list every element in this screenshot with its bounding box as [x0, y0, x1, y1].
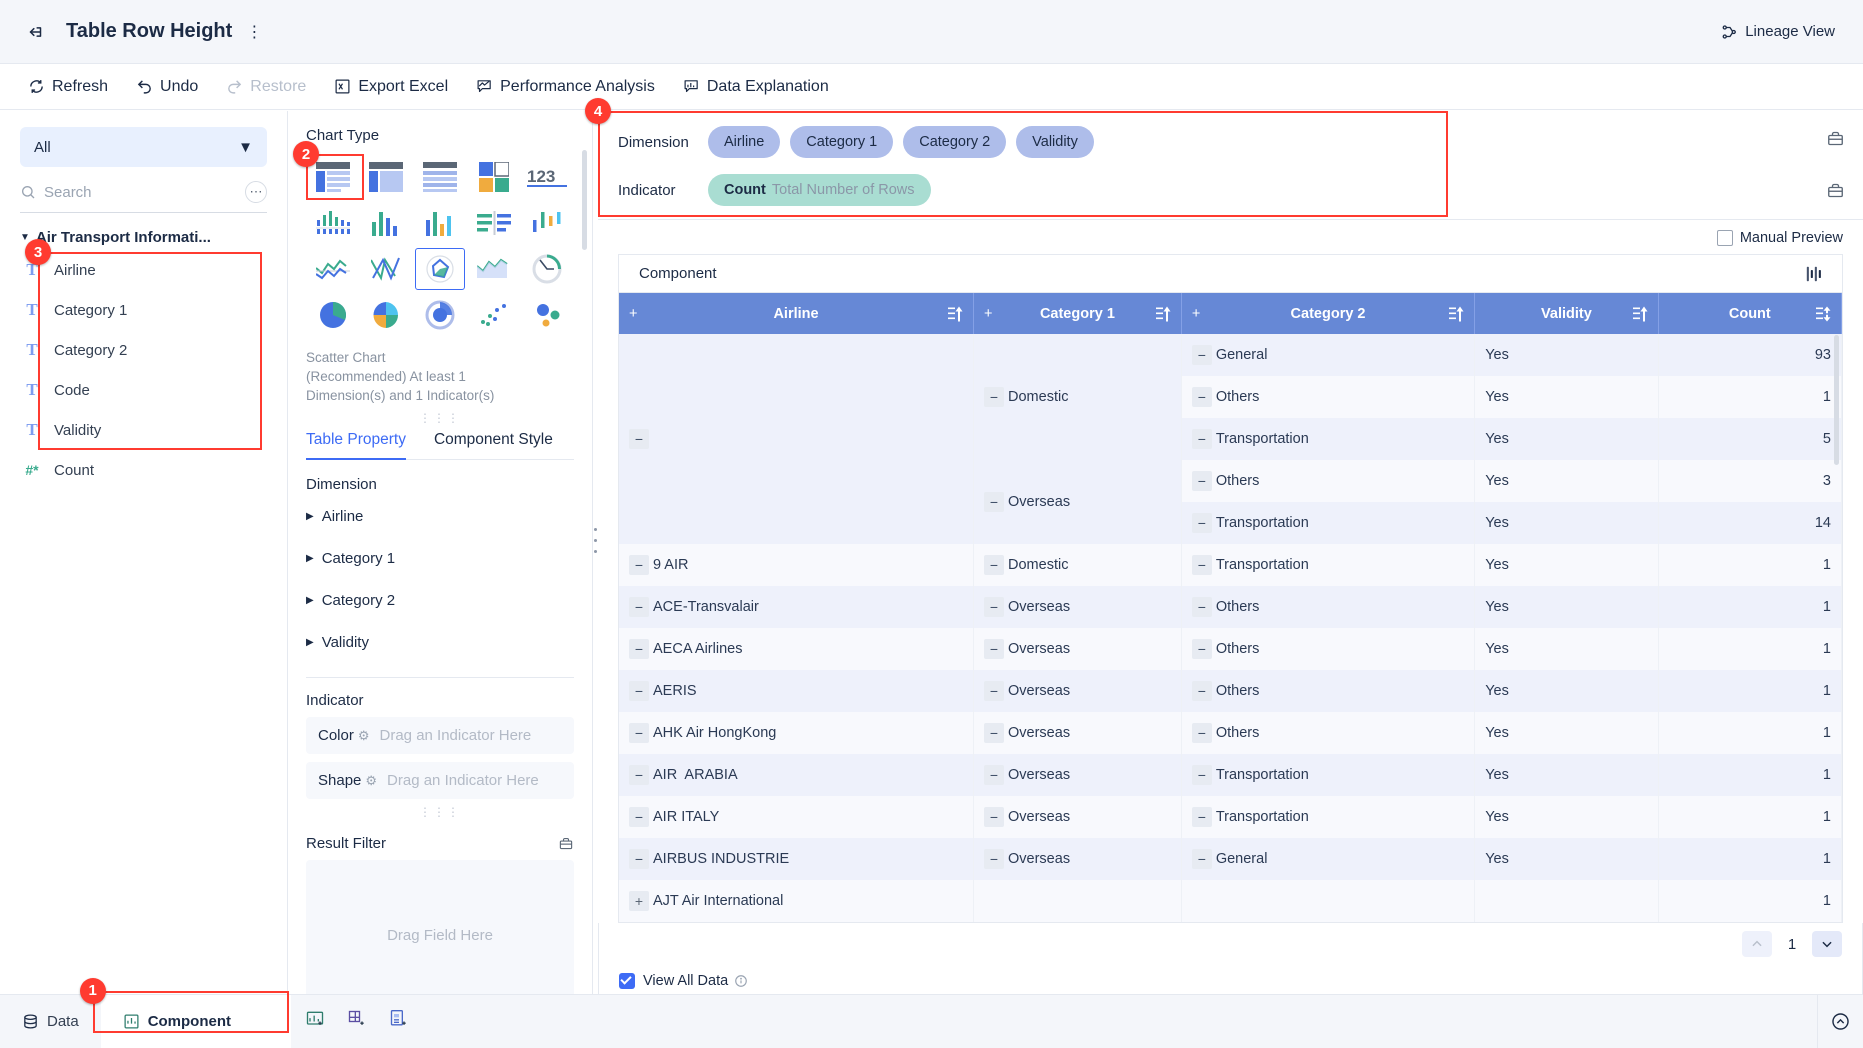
- svg-text:123: 123: [527, 167, 555, 186]
